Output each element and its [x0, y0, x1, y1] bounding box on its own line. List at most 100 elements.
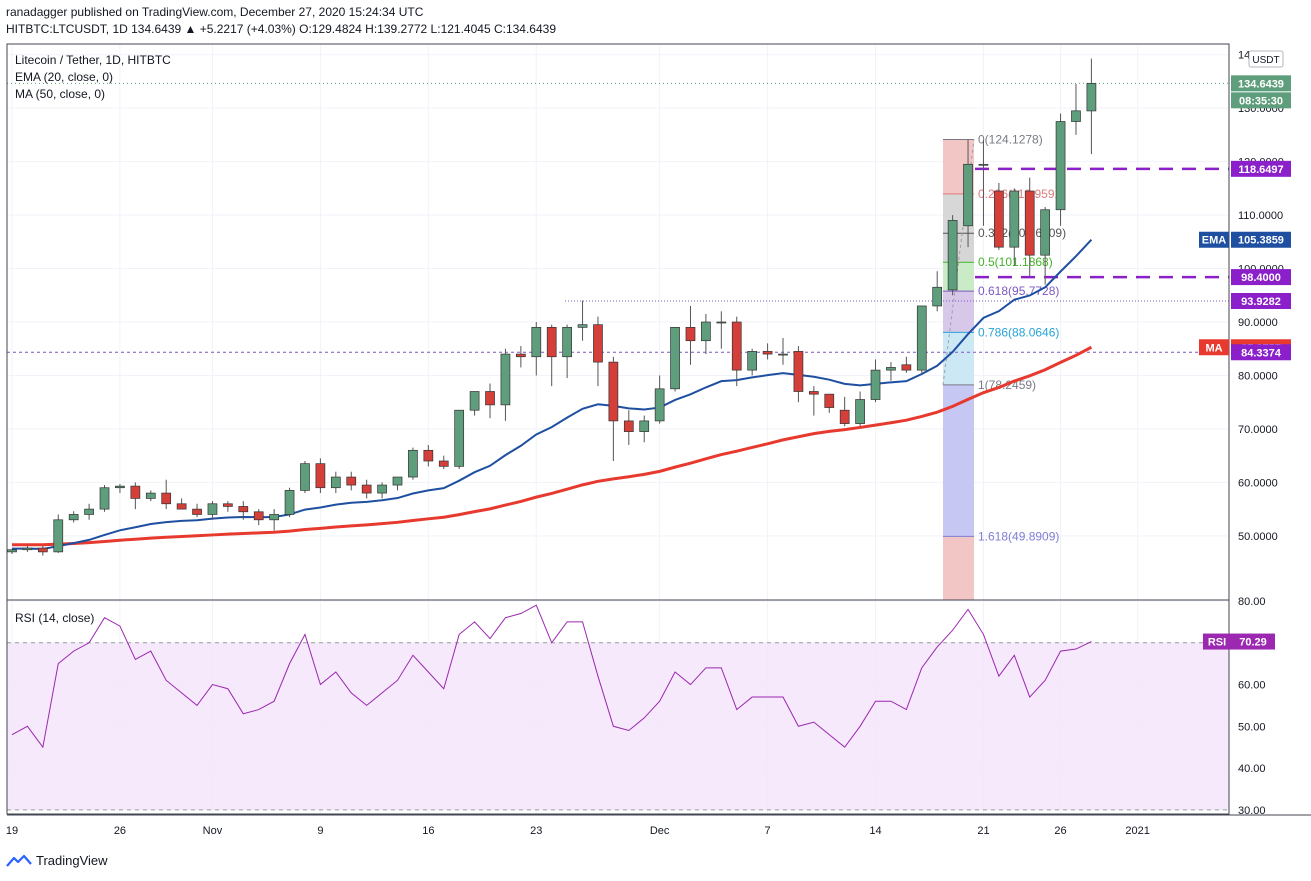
- candle-24[interactable]: [377, 482, 387, 499]
- candle-60[interactable]: [932, 271, 943, 312]
- candle-49[interactable]: [762, 343, 773, 360]
- candle-66[interactable]: [1024, 177, 1035, 277]
- candle-12[interactable]: [192, 503, 202, 518]
- candle-51[interactable]: [793, 346, 804, 403]
- candle-18[interactable]: [284, 487, 295, 518]
- candle-body-up: [1009, 190, 1020, 248]
- candle-11[interactable]: [176, 498, 187, 510]
- candle-58[interactable]: [901, 356, 912, 373]
- candle-body-up: [855, 399, 865, 424]
- candle-30[interactable]: [469, 391, 480, 416]
- candle-43[interactable]: [670, 326, 680, 392]
- candle-9[interactable]: [145, 490, 156, 502]
- candle-54[interactable]: [839, 396, 850, 427]
- candle-31[interactable]: [485, 383, 495, 419]
- price-badge-label: 08:35:30: [1239, 95, 1283, 107]
- candle-48[interactable]: [747, 348, 758, 376]
- price-badge-118.6497[interactable]: 118.6497: [1231, 160, 1291, 177]
- candle-57[interactable]: [886, 362, 896, 381]
- candle-27[interactable]: [423, 444, 434, 467]
- price-badge-84.3374[interactable]: 84.3374: [1231, 344, 1291, 361]
- candle-38[interactable]: [593, 316, 603, 387]
- candle-15[interactable]: [238, 501, 249, 520]
- candle-47[interactable]: [731, 316, 742, 387]
- candle-body-up: [454, 409, 465, 467]
- candle-35[interactable]: [546, 324, 557, 387]
- candle-14[interactable]: [223, 501, 233, 512]
- candle-23[interactable]: [361, 479, 372, 499]
- candle-32[interactable]: [500, 348, 511, 421]
- candle-42[interactable]: [654, 375, 665, 424]
- candle-69[interactable]: [1071, 84, 1081, 135]
- candle-6[interactable]: [99, 485, 110, 512]
- candle-body-down: [346, 476, 357, 486]
- price-badge-08:35:30[interactable]: 08:35:30: [1231, 92, 1291, 109]
- currency-badge[interactable]: [1248, 50, 1284, 68]
- candle-16[interactable]: [253, 509, 264, 526]
- candle-37[interactable]: [577, 300, 588, 341]
- candle-63[interactable]: [978, 140, 989, 226]
- price-badge-98.4000[interactable]: 98.4000: [1231, 269, 1291, 286]
- candle-body-down: [685, 326, 696, 342]
- price-badge-93.9282[interactable]: 93.9282: [1231, 292, 1291, 309]
- candle-70[interactable]: [1086, 58, 1097, 155]
- candle-17[interactable]: [269, 509, 279, 531]
- candle-8[interactable]: [130, 482, 141, 510]
- candle-68[interactable]: [1055, 113, 1066, 226]
- rsi-value-bg: [1231, 633, 1275, 650]
- candle-22[interactable]: [346, 471, 357, 491]
- fib-zone: [943, 233, 974, 263]
- fib-zone: [943, 332, 974, 385]
- candle-40[interactable]: [623, 410, 634, 445]
- candle-body-up: [978, 163, 989, 166]
- candle-1[interactable]: [22, 545, 33, 552]
- candle-61[interactable]: [947, 215, 958, 296]
- candle-34[interactable]: [531, 322, 542, 376]
- candle-67[interactable]: [1040, 207, 1050, 285]
- candle-body-down: [253, 511, 264, 521]
- candle-19[interactable]: [300, 461, 310, 494]
- candle-5[interactable]: [84, 503, 94, 520]
- candle-41[interactable]: [639, 415, 650, 443]
- candle-2[interactable]: [37, 546, 48, 556]
- rsi-badge[interactable]: RSI 70.29: [1203, 633, 1275, 650]
- candle-body-up: [284, 490, 295, 515]
- candle-3[interactable]: [53, 514, 64, 553]
- price-badge-105.3859[interactable]: 105.3859 EMA: [1199, 231, 1291, 248]
- candle-46[interactable]: [716, 311, 727, 349]
- candle-body-up: [269, 514, 279, 521]
- candle-62[interactable]: [963, 139, 973, 248]
- candle-10[interactable]: [161, 479, 172, 510]
- candle-33[interactable]: [516, 346, 526, 368]
- legend-ema: EMA (20, close, 0): [15, 70, 113, 84]
- candle-53[interactable]: [824, 393, 835, 413]
- candle-28[interactable]: [438, 455, 449, 470]
- candle-39[interactable]: [608, 356, 619, 461]
- candle-21[interactable]: [330, 471, 341, 494]
- candle-45[interactable]: [701, 313, 711, 355]
- price-badge-134.6439[interactable]: 134.6439: [1231, 75, 1291, 92]
- brand-label: TradingView: [36, 853, 108, 868]
- candle-4[interactable]: [68, 511, 79, 523]
- price-badge-label: 105.3859: [1238, 235, 1284, 247]
- candle-26[interactable]: [408, 447, 418, 480]
- candle-44[interactable]: [685, 305, 696, 365]
- candle-25[interactable]: [392, 476, 403, 491]
- candle-body-up: [870, 369, 881, 400]
- candle-59[interactable]: [916, 305, 927, 373]
- candle-50[interactable]: [778, 338, 788, 365]
- candle-64[interactable]: [994, 183, 1004, 250]
- candle-55[interactable]: [855, 391, 865, 427]
- candle-65[interactable]: [1009, 188, 1020, 266]
- candle-7[interactable]: [115, 483, 125, 494]
- candle-36[interactable]: [562, 324, 572, 379]
- indicator-tag-bg: [1199, 231, 1229, 248]
- candle-body-down: [623, 420, 634, 432]
- candle-56[interactable]: [870, 359, 881, 403]
- candle-29[interactable]: [454, 409, 465, 470]
- candle-body-down: [438, 460, 449, 467]
- candle-13[interactable]: [207, 501, 218, 520]
- candle-52[interactable]: [808, 386, 819, 416]
- candle-20[interactable]: [315, 458, 326, 494]
